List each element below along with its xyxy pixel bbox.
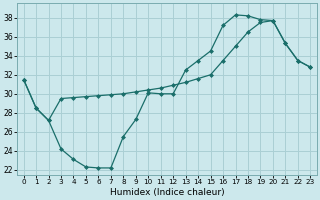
X-axis label: Humidex (Indice chaleur): Humidex (Indice chaleur) [110,188,224,197]
